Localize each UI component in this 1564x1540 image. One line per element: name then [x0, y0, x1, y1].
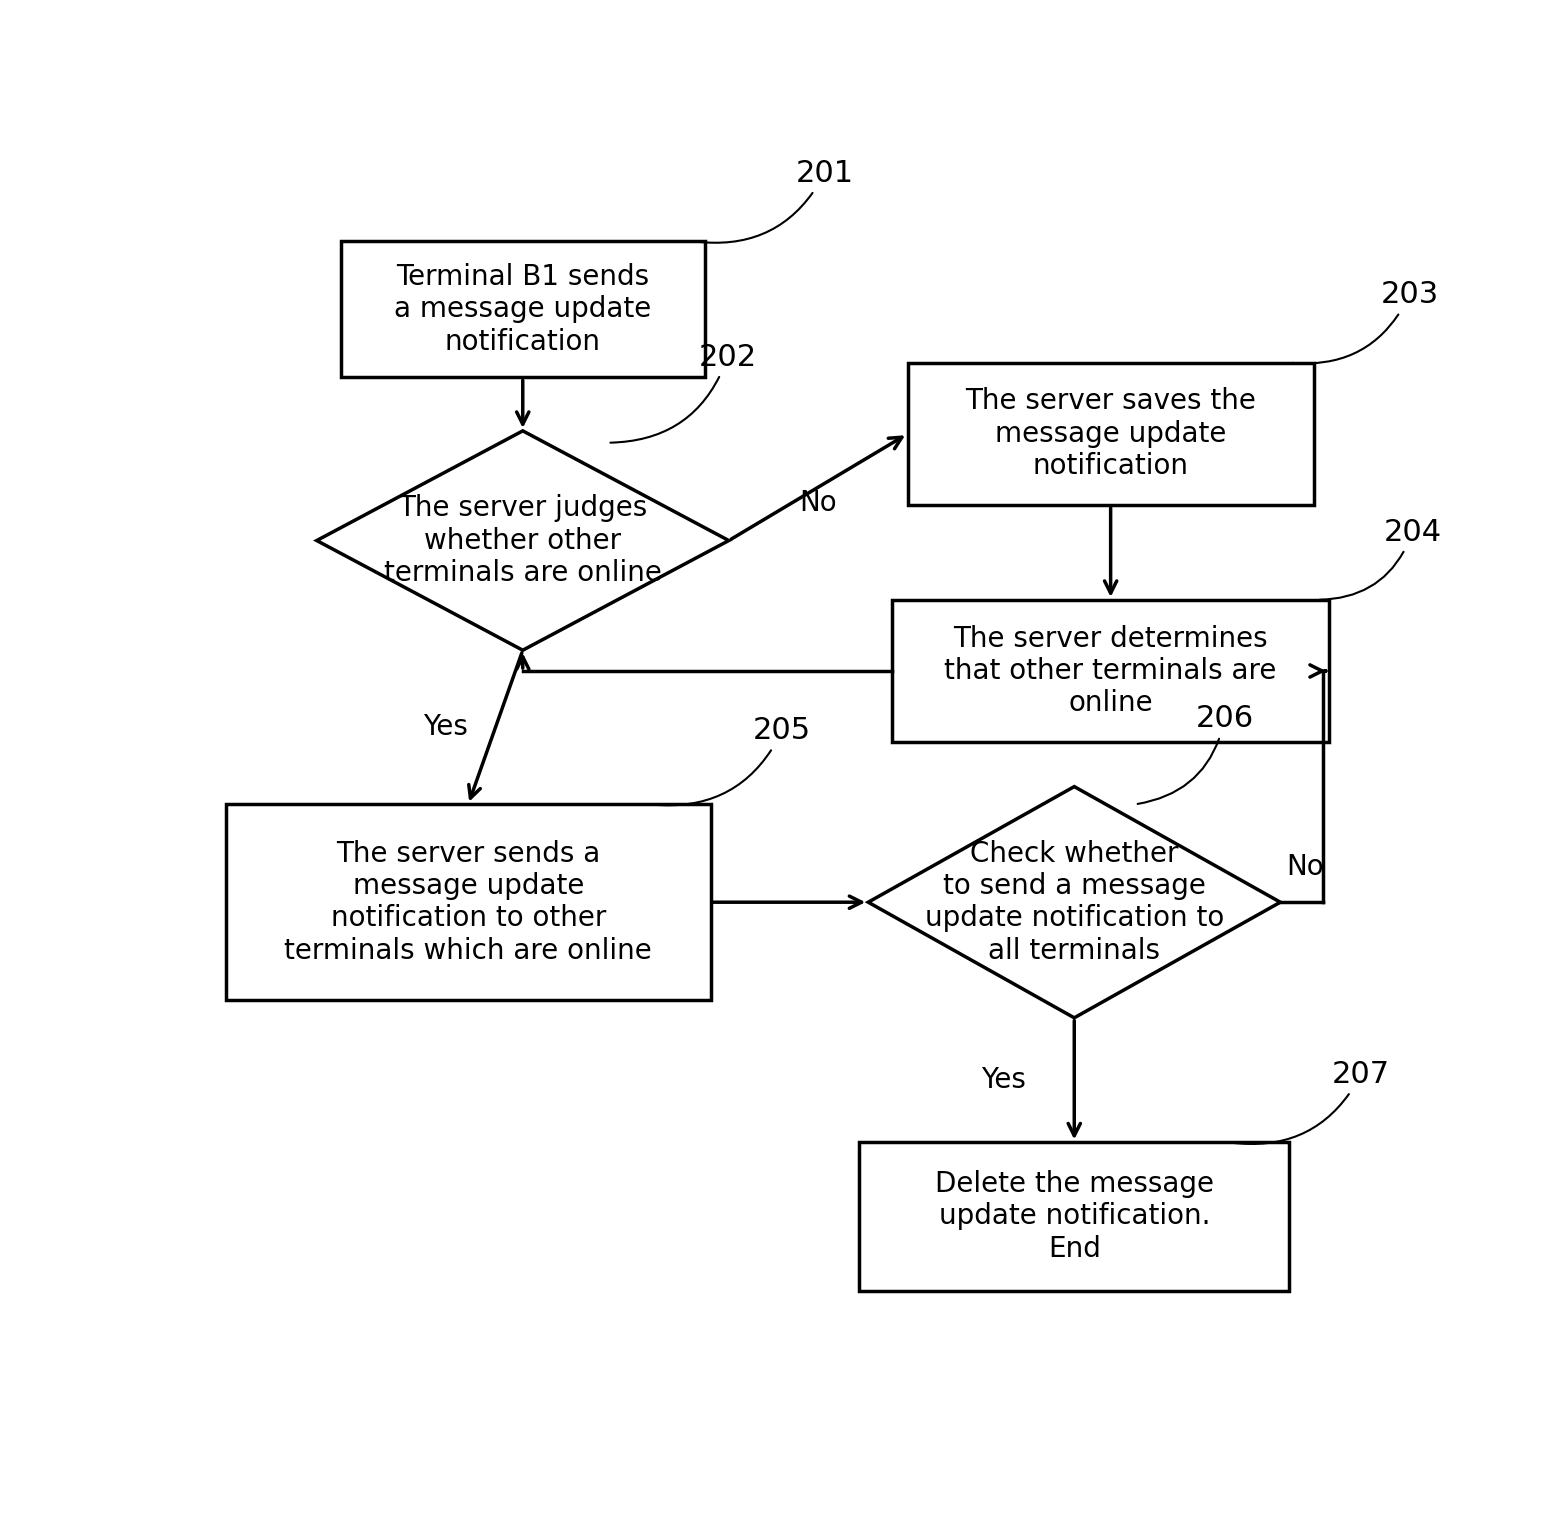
Text: The server judges
whether other
terminals are online: The server judges whether other terminal…: [383, 494, 662, 587]
Text: The server sends a
message update
notification to other
terminals which are onli: The server sends a message update notifi…: [285, 839, 652, 964]
Polygon shape: [868, 787, 1281, 1018]
Polygon shape: [317, 431, 729, 650]
Text: Delete the message
update notification.
End: Delete the message update notification. …: [935, 1170, 1214, 1263]
Text: 202: 202: [610, 342, 757, 442]
FancyBboxPatch shape: [893, 599, 1329, 742]
FancyBboxPatch shape: [859, 1143, 1289, 1291]
Text: 205: 205: [652, 716, 812, 805]
FancyBboxPatch shape: [341, 242, 705, 377]
Text: No: No: [1287, 853, 1325, 881]
Text: No: No: [799, 488, 837, 517]
Text: Yes: Yes: [424, 713, 468, 741]
Text: 203: 203: [1292, 280, 1439, 363]
Text: Terminal B1 sends
a message update
notification: Terminal B1 sends a message update notif…: [394, 263, 651, 356]
Text: The server determines
that other terminals are
online: The server determines that other termina…: [945, 625, 1276, 718]
FancyBboxPatch shape: [907, 362, 1314, 505]
Text: The server saves the
message update
notification: The server saves the message update noti…: [965, 388, 1256, 480]
Text: 206: 206: [1137, 704, 1254, 804]
FancyBboxPatch shape: [225, 804, 710, 999]
Text: Yes: Yes: [981, 1066, 1026, 1093]
Text: 207: 207: [1231, 1060, 1390, 1144]
Text: 201: 201: [696, 159, 854, 243]
Text: 204: 204: [1320, 517, 1442, 599]
Text: Check whether
to send a message
update notification to
all terminals: Check whether to send a message update n…: [924, 839, 1225, 964]
